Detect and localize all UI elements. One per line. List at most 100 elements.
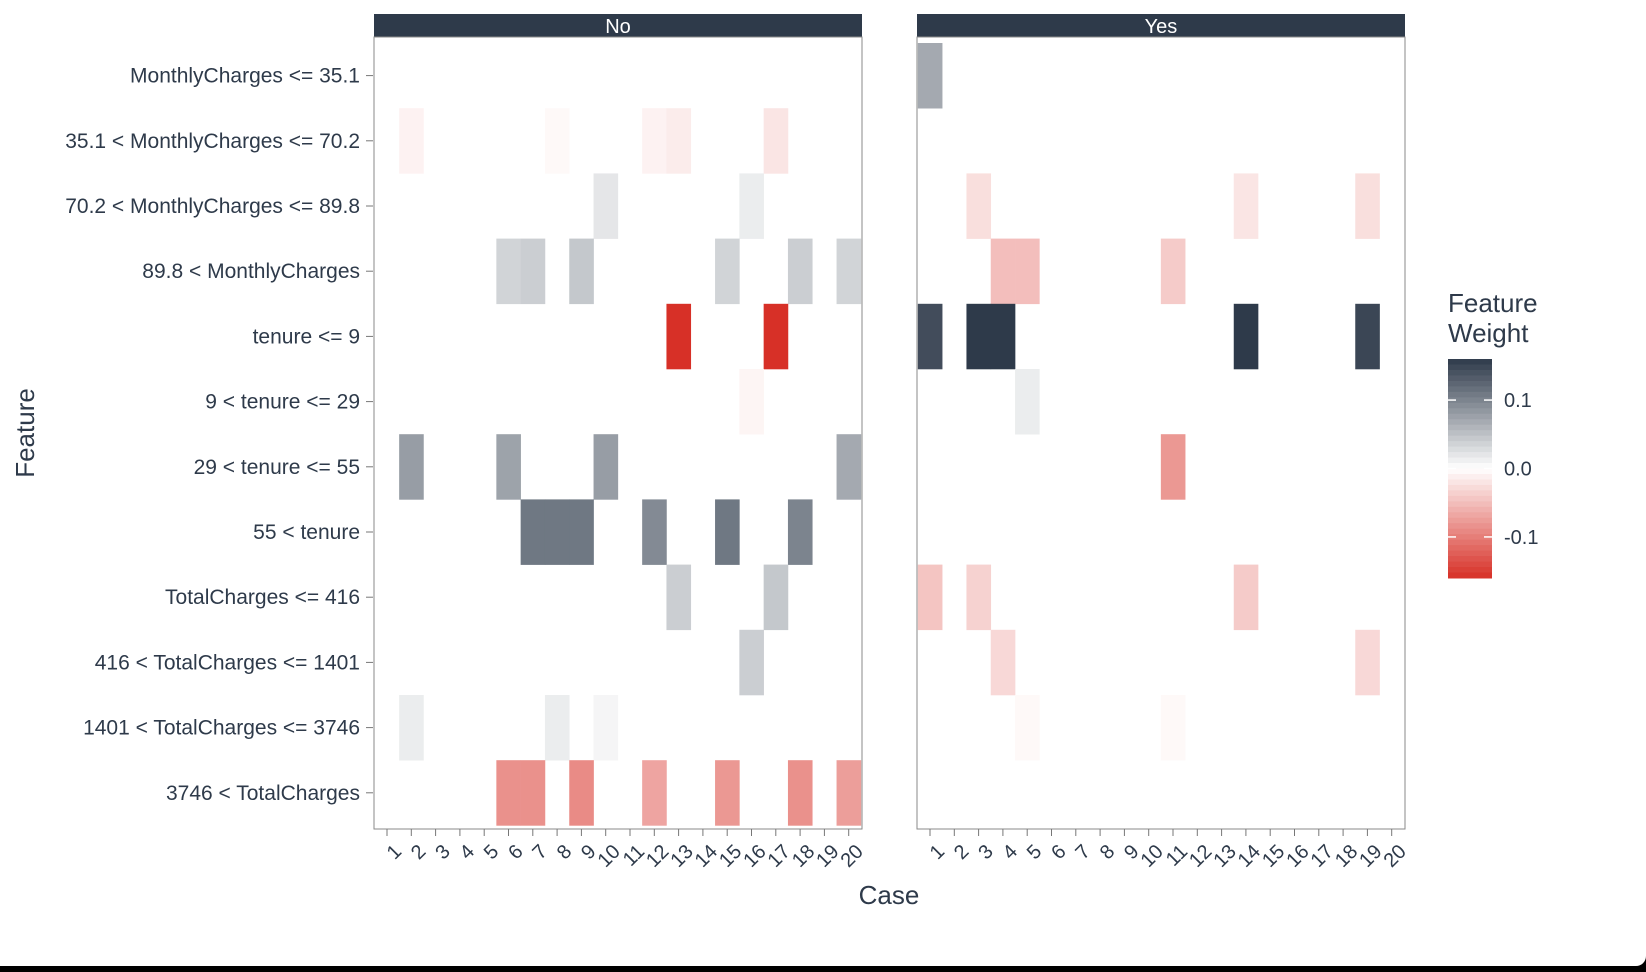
heatmap-cell xyxy=(1015,238,1040,305)
panel-border xyxy=(916,36,1406,830)
heatmap-cell xyxy=(666,303,692,370)
heatmap-cell xyxy=(1233,173,1259,239)
legend-color-segment xyxy=(1448,545,1492,552)
legend-color-segment xyxy=(1448,473,1492,480)
legend-color-segment xyxy=(1448,512,1492,519)
feature-label: 55 < tenure xyxy=(253,521,360,544)
x-tick-label: 6 xyxy=(1047,841,1070,864)
panel-border xyxy=(373,36,863,830)
heatmap-cell xyxy=(739,629,764,696)
heatmap-cell xyxy=(520,499,546,565)
heatmap-cell xyxy=(642,499,667,565)
legend-tick-label: 0.1 xyxy=(1504,390,1532,412)
legend-title: Weight xyxy=(1448,318,1529,348)
x-tick-label: 8 xyxy=(553,841,576,864)
heatmap-cell xyxy=(1233,564,1259,631)
heatmap-cell xyxy=(787,760,813,826)
legend-title: Feature xyxy=(1448,288,1538,318)
x-axis-title: Case xyxy=(859,880,920,910)
heatmap-cell xyxy=(569,499,594,565)
heatmap-cell xyxy=(787,499,813,565)
legend-color-segment xyxy=(1448,430,1492,437)
legend-color-segment xyxy=(1448,528,1492,535)
panel-strip-label: No xyxy=(605,16,631,38)
legend-color-segment xyxy=(1448,463,1492,469)
heatmap-cell xyxy=(836,434,862,500)
heatmap-cell xyxy=(1160,238,1186,305)
legend-color-segment xyxy=(1448,413,1492,420)
heatmap-cell xyxy=(739,369,764,435)
heatmap-cell xyxy=(399,695,424,761)
legend-color-segment xyxy=(1448,534,1492,541)
feature-label: MonthlyCharges <= 35.1 xyxy=(130,65,360,88)
heatmap-cell xyxy=(763,108,789,174)
legend-color-segment xyxy=(1448,446,1492,453)
legend-color-segment xyxy=(1448,506,1492,513)
heatmap-cell xyxy=(544,108,570,174)
legend-color-segment xyxy=(1448,419,1492,426)
heatmap-cell xyxy=(496,238,521,305)
legend-color-segment xyxy=(1448,484,1492,491)
x-tick-label: 7 xyxy=(529,841,552,864)
legend-color-segment xyxy=(1448,550,1492,557)
legend-color-segment xyxy=(1448,391,1492,398)
heatmap-cell xyxy=(1355,173,1380,239)
legend-color-segment xyxy=(1448,490,1492,497)
legend-color-segment xyxy=(1448,539,1492,546)
heatmap-cell xyxy=(836,238,862,305)
heatmap-cell xyxy=(666,108,692,174)
legend-color-segment xyxy=(1448,424,1492,431)
heatmap-cell xyxy=(787,238,813,305)
heatmap-cell xyxy=(544,695,570,761)
heatmap-cell xyxy=(1015,369,1040,435)
legend-color-segment xyxy=(1448,517,1492,524)
x-tick-label: 2 xyxy=(950,841,973,864)
heatmap-cell xyxy=(1160,695,1186,761)
heatmap-cell xyxy=(642,108,667,174)
heatmap-cell xyxy=(966,564,992,631)
feature-label: 35.1 < MonthlyCharges <= 70.2 xyxy=(65,130,360,153)
heatmap-cell xyxy=(593,695,619,761)
heatmap-cell xyxy=(496,760,521,826)
x-tick-label: 5 xyxy=(1023,841,1046,864)
x-tick-label: 6 xyxy=(504,841,527,864)
legend-color-segment xyxy=(1448,397,1492,404)
heatmap-cell xyxy=(569,238,594,305)
heatmap-cell xyxy=(593,434,619,500)
legend-color-segment xyxy=(1448,369,1492,376)
legend-color-segment xyxy=(1448,375,1492,382)
legend-color-segment xyxy=(1448,386,1492,393)
legend-color-segment xyxy=(1448,408,1492,415)
legend-color-segment xyxy=(1448,468,1492,475)
x-tick-label: 8 xyxy=(1096,841,1119,864)
legend-color-segment xyxy=(1448,359,1492,365)
heatmap-cell xyxy=(917,564,943,631)
feature-label: 9 < tenure <= 29 xyxy=(205,391,360,414)
legend-color-segment xyxy=(1448,501,1492,508)
feature-label: 1401 < TotalCharges <= 3746 xyxy=(83,717,360,740)
legend-color-segment xyxy=(1448,402,1492,409)
legend-color-segment xyxy=(1448,435,1492,442)
feature-label: 3746 < TotalCharges xyxy=(166,782,360,805)
x-tick-label: 3 xyxy=(431,841,454,864)
legend-color-segment xyxy=(1448,556,1492,563)
x-tick-label: 2 xyxy=(407,841,430,864)
heatmap-cell xyxy=(715,238,740,305)
heatmap-cell xyxy=(763,564,789,631)
heatmap-cell xyxy=(1233,303,1259,370)
feature-label: 70.2 < MonthlyCharges <= 89.8 xyxy=(65,195,360,218)
heatmap-cell xyxy=(1160,434,1186,500)
legend-color-segment xyxy=(1448,561,1492,568)
heatmap-cell xyxy=(836,760,862,826)
heatmap-cell xyxy=(917,43,943,109)
legend-color-segment xyxy=(1448,380,1492,387)
legend-tick-label: 0.0 xyxy=(1504,459,1532,481)
heatmap-cell xyxy=(399,434,424,500)
feature-label: tenure <= 9 xyxy=(253,325,360,348)
x-tick-label: 5 xyxy=(480,841,503,864)
heatmap-cell xyxy=(642,760,667,826)
feature-label: TotalCharges <= 416 xyxy=(165,586,360,609)
legend-color-segment xyxy=(1448,479,1492,486)
heatmap-cell xyxy=(496,434,521,500)
